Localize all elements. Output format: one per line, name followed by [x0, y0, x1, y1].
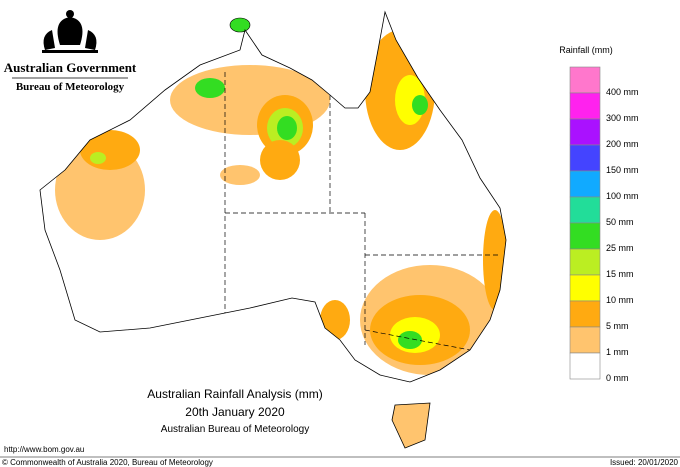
legend-label: 150 mm — [606, 165, 639, 175]
issued: Issued: 20/01/2020 — [610, 458, 679, 467]
legend-swatch — [569, 196, 601, 224]
caption-date: 20th January 2020 — [185, 405, 285, 419]
caption-source: Australian Bureau of Meteorology — [161, 424, 309, 435]
legend-label: 400 mm — [606, 87, 639, 97]
state-borders — [224, 72, 500, 351]
legend-label: 15 mm — [606, 269, 634, 279]
legend-swatch — [569, 352, 601, 380]
legend-label: 5 mm — [606, 321, 629, 331]
legend-title: Rainfall (mm) — [559, 45, 613, 55]
legend-swatch — [569, 92, 601, 120]
legend-swatch — [569, 222, 601, 250]
legend-swatch — [569, 274, 601, 302]
copyright: © Commonwealth of Australia 2020, Bureau… — [2, 458, 213, 467]
legend-label: 0 mm — [606, 373, 629, 383]
legend-swatch — [569, 170, 601, 198]
legend-swatch — [569, 326, 601, 354]
legend-swatch — [569, 248, 601, 276]
legend-label: 300 mm — [606, 113, 639, 123]
legend-swatch — [569, 118, 601, 146]
legend-label: 100 mm — [606, 191, 639, 201]
caption-title: Australian Rainfall Analysis (mm) — [147, 387, 322, 401]
crest — [42, 10, 98, 53]
legend-label: 200 mm — [606, 139, 639, 149]
legend-swatch — [569, 66, 601, 94]
legend-label: 10 mm — [606, 295, 634, 305]
url: http://www.bom.gov.au — [4, 445, 84, 454]
legend-swatch — [569, 300, 601, 328]
legend-label: 50 mm — [606, 217, 634, 227]
legend-label: 25 mm — [606, 243, 634, 253]
legend-swatch — [569, 144, 601, 172]
legend-label: 1 mm — [606, 347, 629, 357]
legend: Rainfall (mm) 400 mm 300 mm 200 mm 150 mm 10… — [559, 45, 638, 383]
government: Australian Government — [4, 60, 137, 75]
bureau: Bureau of Meteorology — [16, 81, 125, 93]
